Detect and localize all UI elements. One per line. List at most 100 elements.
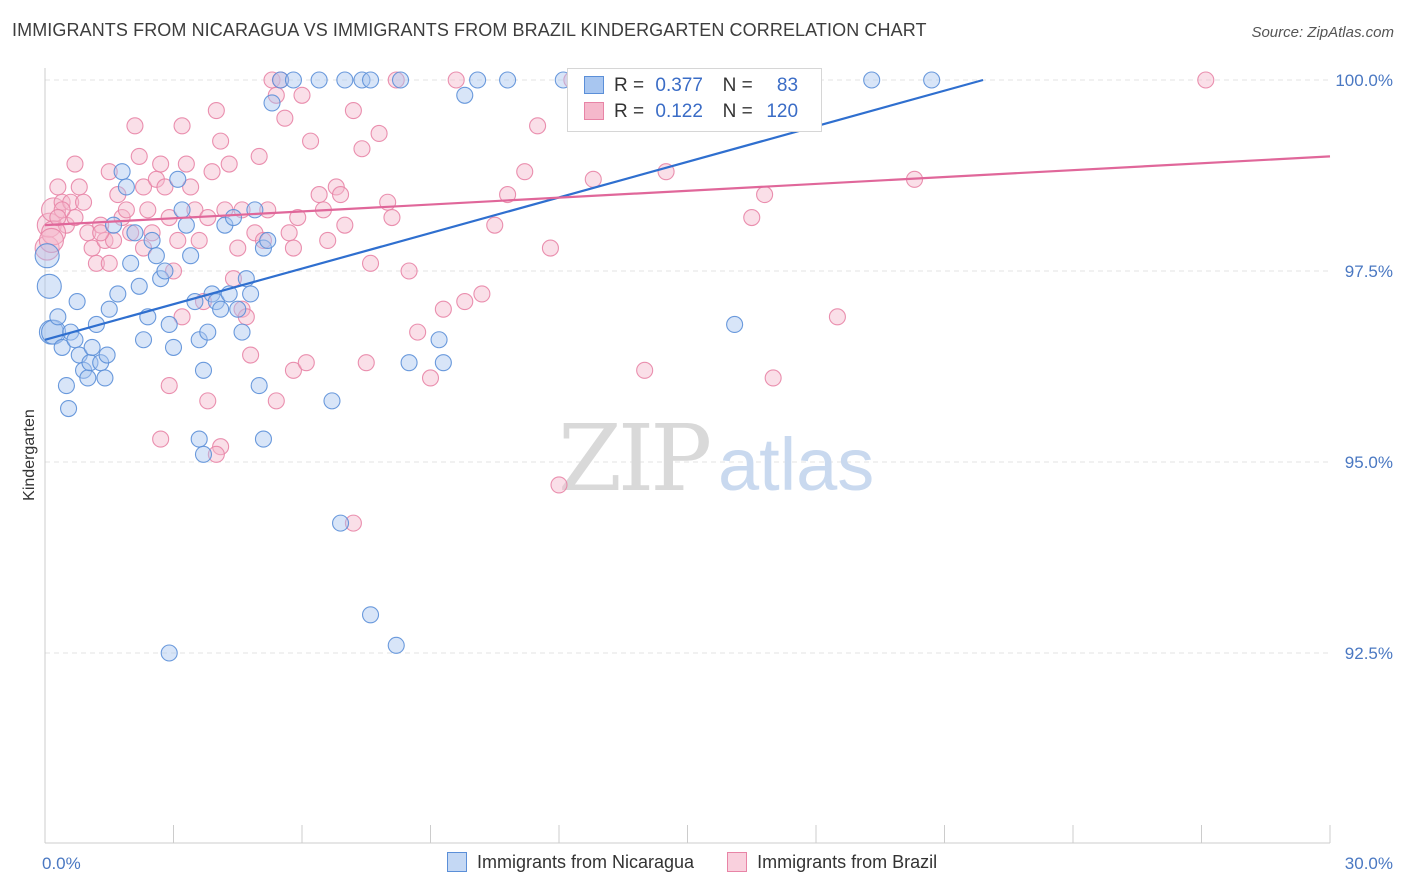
trend-lines: [44, 78, 1331, 341]
nicaragua-point: [53, 338, 71, 356]
nicaragua-point: [863, 71, 881, 89]
legend-item-nicaragua[interactable]: Immigrants from Nicaragua: [447, 852, 694, 873]
nicaragua-point: [100, 300, 118, 318]
nicaragua-point: [361, 71, 380, 89]
legend-swatch-pink: [727, 852, 748, 872]
brazil-point: [353, 140, 371, 158]
nicaragua-point: [387, 636, 405, 654]
nicaragua-point: [68, 293, 86, 311]
chart-title: IMMIGRANTS FROM NICARAGUA VS IMMIGRANTS …: [12, 20, 927, 40]
legend-r-label: R =: [614, 101, 645, 122]
nicaragua-point: [83, 338, 101, 356]
brazil-point: [383, 208, 401, 227]
nicaragua-point: [126, 224, 144, 242]
nicaragua-point: [194, 361, 213, 379]
brazil-point: [434, 300, 452, 318]
nicaragua-point: [336, 71, 354, 89]
brazil-point: [764, 369, 782, 387]
brazil-point: [336, 216, 354, 234]
nicaragua-point: [323, 392, 341, 410]
nicaragua-point: [246, 201, 264, 219]
axes: [44, 68, 1331, 844]
brazil-point: [541, 239, 559, 257]
x-tick-label-max: 30.0%: [1345, 854, 1393, 873]
nicaragua-point: [194, 445, 213, 463]
legend-label: Immigrants from Brazil: [757, 852, 938, 872]
legend-n-label: N =: [722, 75, 753, 96]
nicaragua-point: [212, 300, 230, 318]
nicaragua-point: [726, 315, 744, 334]
legend-n-label: N =: [722, 101, 753, 122]
nicaragua-point: [923, 71, 941, 89]
brazil-point: [122, 224, 140, 242]
brazil-point: [126, 117, 144, 135]
brazil-point: [66, 208, 84, 227]
nicaragua-point: [96, 369, 114, 387]
brazil-point: [276, 109, 294, 127]
nicaragua-point: [190, 430, 208, 448]
brazil-point: [473, 285, 491, 303]
brazil-point: [289, 208, 307, 227]
brazil-point: [310, 186, 328, 204]
brazil-point: [584, 170, 602, 188]
brazil-point: [173, 308, 191, 326]
brazil-point: [207, 445, 225, 463]
legend-swatch-blue: [447, 852, 467, 872]
legend-swatch-pink: [584, 102, 604, 120]
brazil-point: [173, 117, 191, 135]
y-tick-label: 97.5%: [1345, 262, 1393, 281]
brazil-point: [92, 224, 110, 242]
brazil-point: [743, 208, 761, 227]
nicaragua-point: [164, 338, 183, 356]
nicaragua-point: [113, 163, 131, 181]
nicaragua-point: [160, 644, 178, 662]
brazil-point: [447, 71, 465, 89]
nicaragua-point: [250, 377, 268, 395]
brazil-point: [242, 346, 260, 364]
brazil-point: [87, 254, 105, 272]
legend-item-brazil[interactable]: Immigrants from Brazil: [727, 852, 937, 873]
brazil-point: [134, 178, 153, 196]
brazil-point: [75, 193, 93, 211]
brazil-point: [280, 224, 298, 242]
y-axis-label: Kindergarten: [21, 409, 38, 501]
brazil-point: [66, 155, 84, 173]
watermark-zip: ZIP: [558, 405, 709, 512]
nicaragua-point: [49, 308, 67, 326]
nicaragua-point: [104, 216, 123, 234]
nicaragua-point: [499, 71, 517, 89]
nicaragua-point: [233, 323, 251, 341]
brazil-point: [529, 117, 547, 135]
brazil-point: [344, 514, 362, 532]
brazil-point: [104, 231, 123, 249]
nicaragua-point: [430, 331, 448, 349]
brazil-point: [250, 147, 268, 165]
brazil-point: [164, 262, 183, 280]
nicaragua-point: [199, 323, 217, 341]
brazil-point: [139, 201, 157, 219]
source-credit: Source: ZipAtlas.com: [1251, 24, 1394, 41]
nicaragua-point: [60, 399, 78, 418]
nicaragua-point: [143, 231, 161, 249]
brazil-point: [152, 155, 170, 173]
brazil-point: [156, 178, 174, 196]
brazil-point: [302, 132, 320, 150]
brazil-point: [207, 102, 225, 120]
brazil-point: [409, 323, 427, 341]
brazil-point: [38, 227, 64, 253]
nicaragua-point: [361, 606, 380, 624]
brazil-point: [1197, 71, 1215, 89]
nicaragua-point: [117, 178, 135, 196]
legend-label: Immigrants from Nicaragua: [477, 852, 695, 872]
brazil-point: [319, 231, 337, 249]
brazil-point: [297, 354, 315, 372]
nicaragua-point: [109, 285, 127, 303]
brazil-point: [370, 124, 388, 143]
brazil-point: [199, 392, 217, 410]
nicaragua-point: [400, 354, 418, 372]
legend-r-value: 0.377: [655, 75, 703, 96]
brazil-point: [828, 308, 846, 326]
nicaragua-point: [469, 71, 487, 89]
stats-legend: R = 0.377 N = 83 R = 0.122 N = 120: [567, 68, 822, 132]
nicaragua-point: [98, 346, 116, 364]
